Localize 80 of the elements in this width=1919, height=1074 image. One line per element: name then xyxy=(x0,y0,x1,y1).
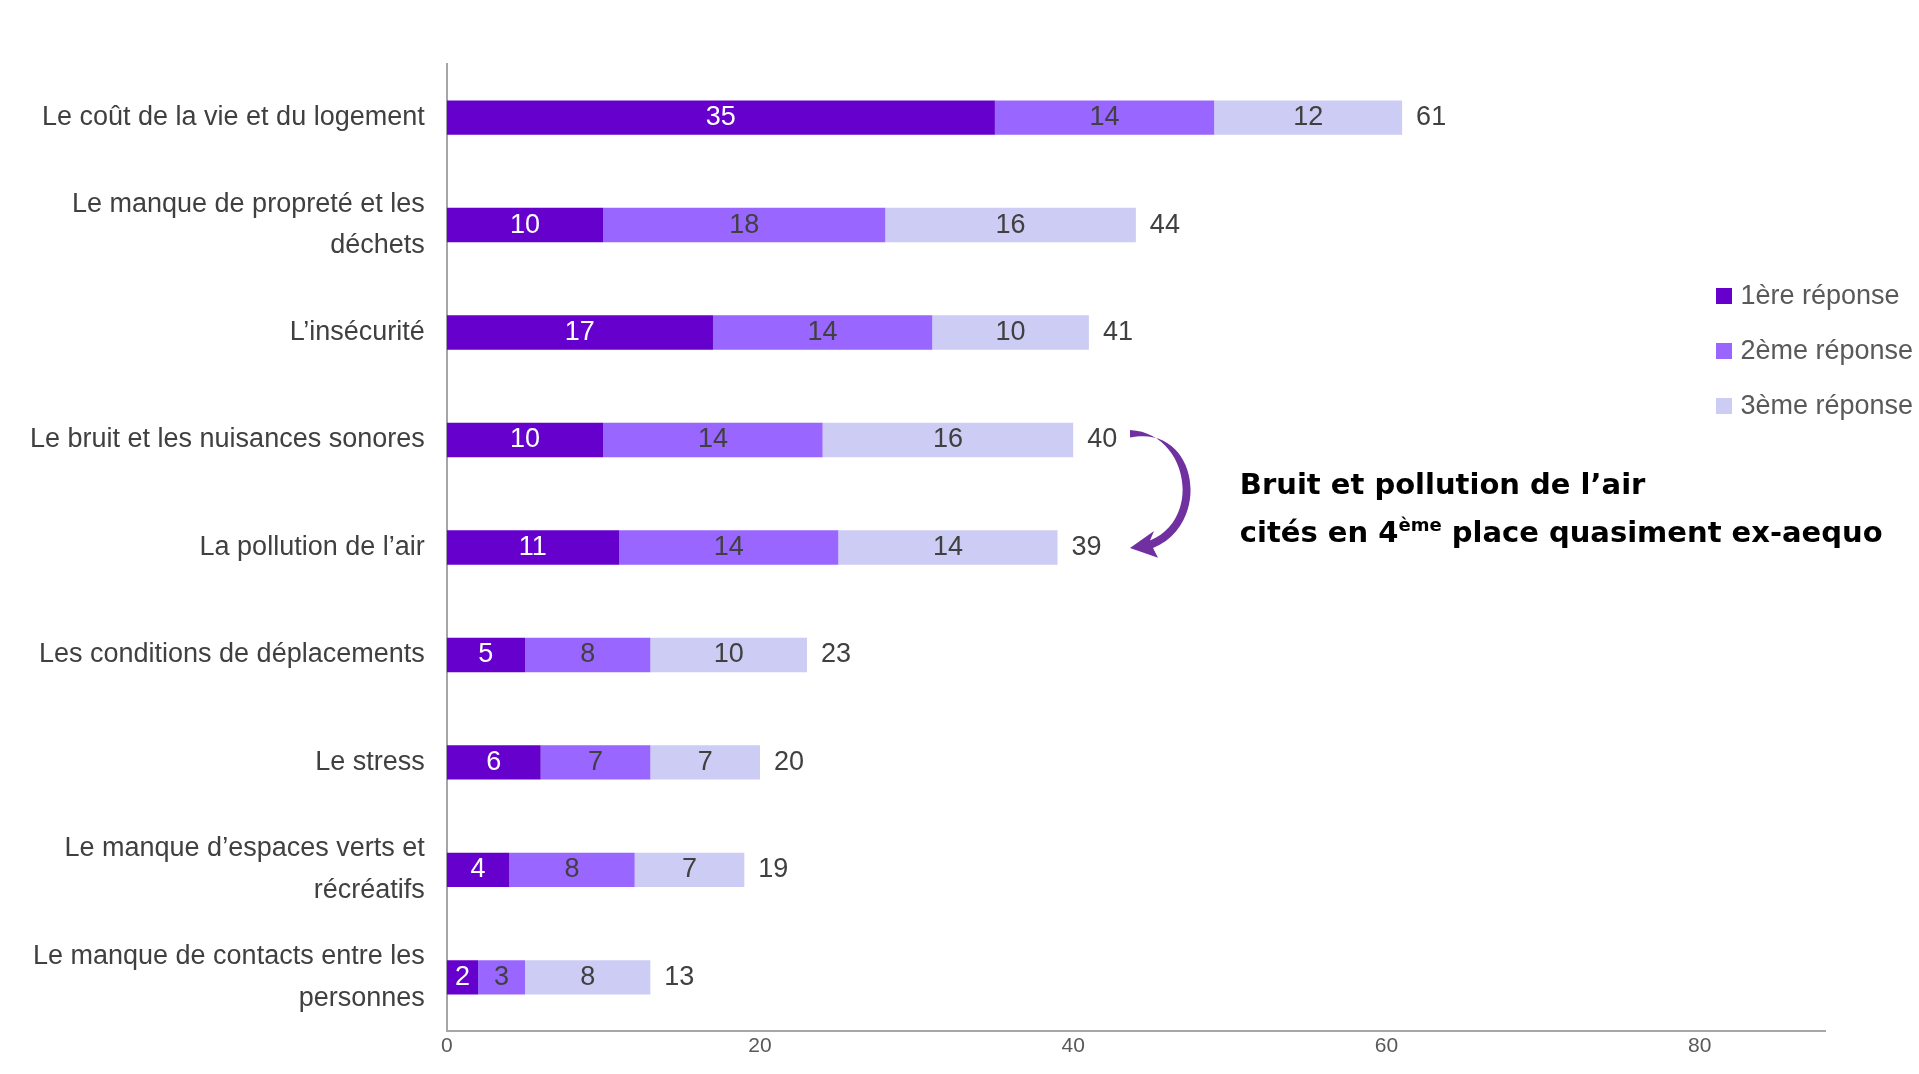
annotation: Bruit et pollution de l’air cités en 4$^{ème}$ place quasiment ex-aequo xyxy=(1239,466,1883,551)
y-tick-label: Le coût de la vie et du logement xyxy=(41,101,426,132)
y-tick-label: Le manque de propreté et les déchets xyxy=(71,187,425,260)
total-label: 39 xyxy=(1071,530,1102,561)
y-tick-label: La pollution de l’air xyxy=(199,530,425,561)
bar xyxy=(634,852,745,888)
bar xyxy=(446,637,526,673)
total-label: 40 xyxy=(1087,423,1118,454)
x-tick-label: 0 xyxy=(440,1033,453,1057)
bar xyxy=(509,852,635,888)
y-tick-label: Le manque de contacts entre les personnes xyxy=(32,939,425,1012)
bar xyxy=(822,422,1074,458)
total-label: 41 xyxy=(1102,315,1133,346)
bar xyxy=(838,530,1058,565)
bar xyxy=(619,530,839,565)
total-label: 61 xyxy=(1416,101,1447,132)
bar xyxy=(478,960,526,995)
bar xyxy=(650,745,760,780)
y-tick-label: Le manque d’espaces verts et récréatifs xyxy=(64,832,426,905)
x-tick-label: 40 xyxy=(1061,1033,1085,1057)
bar xyxy=(603,207,886,243)
total-label: 13 xyxy=(664,960,695,991)
data-label: 7 xyxy=(681,853,698,884)
data-label: 17 xyxy=(564,315,595,346)
data-label: 8 xyxy=(580,638,596,669)
bar xyxy=(540,745,651,780)
data-label: 14 xyxy=(932,530,963,561)
data-label: 14 xyxy=(697,423,729,454)
data-label: 10 xyxy=(713,638,744,669)
bar xyxy=(885,207,1136,243)
data-label: 14 xyxy=(1089,101,1120,132)
data-label: 16 xyxy=(932,423,963,454)
data-label: 12 xyxy=(1293,101,1324,132)
x-tick-label: 20 xyxy=(748,1033,772,1057)
bar xyxy=(650,637,807,673)
total-label: 44 xyxy=(1149,208,1180,239)
bar xyxy=(932,315,1089,350)
data-label: 10 xyxy=(510,423,541,454)
data-label: 18 xyxy=(729,208,760,239)
bar xyxy=(446,422,604,458)
bar xyxy=(1214,100,1403,135)
data-label: 14 xyxy=(713,530,744,561)
y-tick-label: L’insécurité xyxy=(289,315,425,346)
data-label: 11 xyxy=(518,530,547,561)
bar xyxy=(446,315,713,350)
legend-label: 3ème réponse xyxy=(1740,390,1913,421)
x-tick-label: 60 xyxy=(1374,1033,1399,1057)
data-label: 10 xyxy=(995,315,1026,346)
data-label: 10 xyxy=(510,208,541,239)
data-label: 3 xyxy=(494,960,510,991)
data-label: 6 xyxy=(486,745,502,776)
y-tick-label: Les conditions de déplacements xyxy=(38,638,425,669)
total-label: 23 xyxy=(820,638,852,669)
data-label: 8 xyxy=(580,960,596,991)
data-label: 16 xyxy=(995,208,1026,239)
data-label: 35 xyxy=(705,101,736,132)
data-label: 8 xyxy=(564,853,580,884)
legend-label: 1ère réponse xyxy=(1740,280,1900,311)
total-label: 20 xyxy=(773,745,805,776)
bar xyxy=(712,315,933,350)
legend-label: 2ème réponse xyxy=(1740,335,1913,366)
bar xyxy=(446,530,620,565)
x-tick-label: 80 xyxy=(1688,1033,1712,1057)
bar xyxy=(446,852,510,888)
data-label: 7 xyxy=(697,745,713,776)
data-label: 4 xyxy=(470,853,486,884)
data-label: 14 xyxy=(807,315,838,346)
bar xyxy=(994,100,1215,135)
data-label: 7 xyxy=(588,745,604,776)
bar xyxy=(603,422,823,458)
bar xyxy=(525,637,651,673)
bar xyxy=(446,745,541,780)
y-tick-label: Le bruit et les nuisances sonores xyxy=(30,423,425,454)
bar xyxy=(525,960,651,995)
total-label: 19 xyxy=(758,853,789,884)
data-label: 5 xyxy=(478,638,494,669)
bar xyxy=(446,207,604,243)
y-tick-label: Le stress xyxy=(315,745,425,776)
bar xyxy=(446,100,995,135)
data-label: 2 xyxy=(454,960,470,991)
